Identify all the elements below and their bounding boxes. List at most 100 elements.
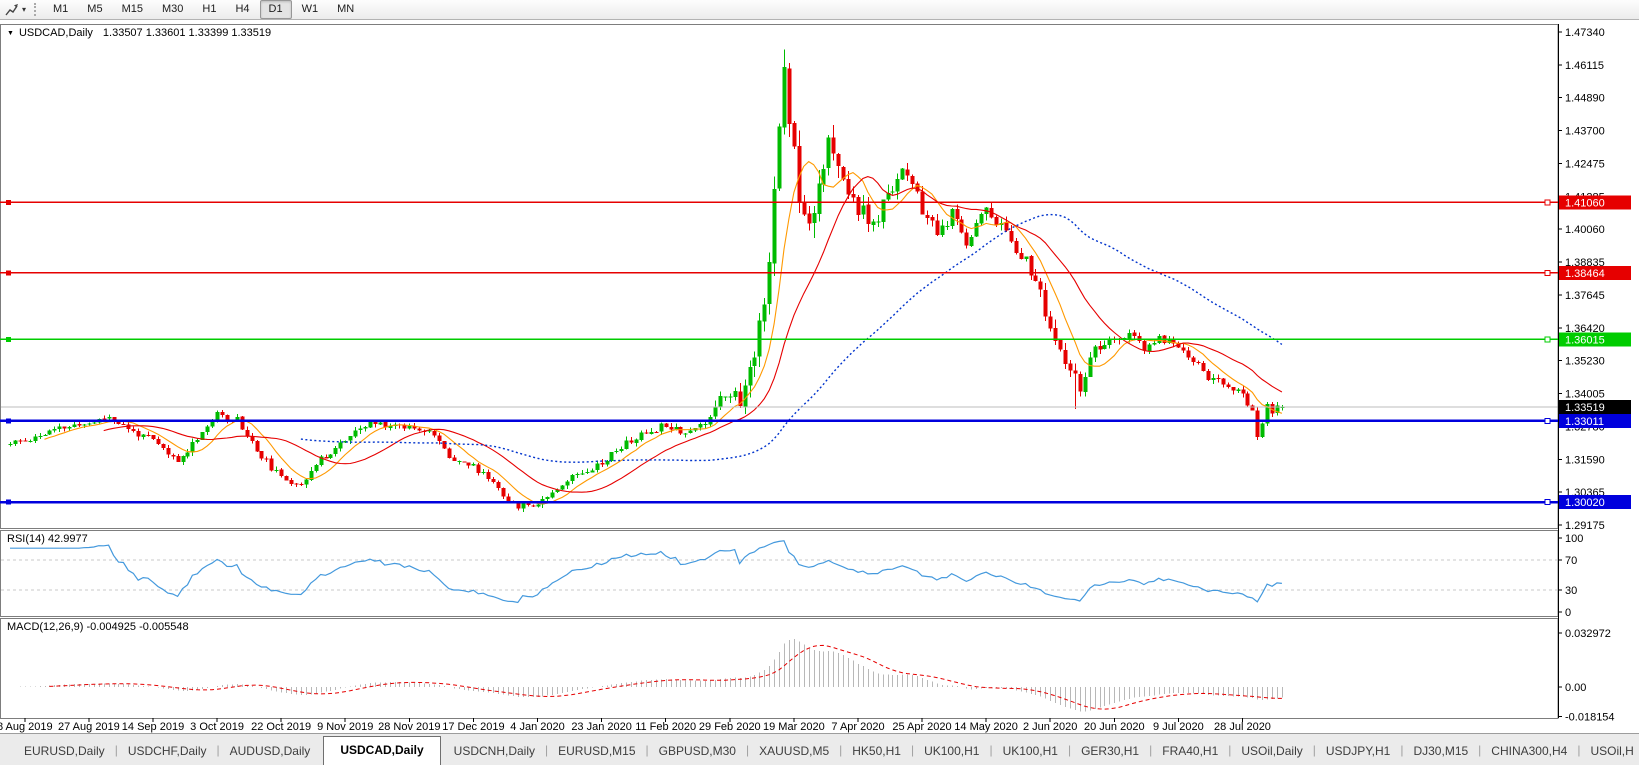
svg-text:1.36015: 1.36015	[1565, 334, 1605, 346]
level-handle-left[interactable]	[6, 499, 11, 505]
level-handle-left[interactable]	[6, 418, 11, 424]
svg-text:14 May 2020: 14 May 2020	[954, 721, 1018, 733]
ma-mid-line	[103, 176, 1283, 493]
svg-text:7 Apr 2020: 7 Apr 2020	[831, 721, 884, 733]
svg-text:17 Dec 2019: 17 Dec 2019	[442, 721, 504, 733]
timeframe-button-m15[interactable]: M15	[121, 3, 143, 15]
level-handle-right[interactable]	[1544, 269, 1551, 276]
chart-tab-usdcnh-daily[interactable]: USDCNH,Daily	[453, 744, 536, 758]
time-scale[interactable]: 8 Aug 2019 27 Aug 2019 14 Sep 2019 3 Oct 20…	[0, 718, 1271, 733]
chart-tab-fra40-h1[interactable]: FRA40,H1	[1162, 744, 1219, 758]
chart-tab-usdcad-daily[interactable]: USDCAD,Daily	[323, 736, 441, 765]
svg-text:1.33519: 1.33519	[1565, 402, 1605, 414]
svg-text:19 Mar 2020: 19 Mar 2020	[763, 721, 825, 733]
level-handle-right[interactable]	[1544, 336, 1551, 343]
chart-tab-usdjpy-h1[interactable]: USDJPY,H1	[1325, 744, 1391, 758]
timeframe-button-h4[interactable]: H4	[235, 3, 250, 15]
chart-tab-uk100-h1[interactable]: UK100,H1	[1002, 744, 1058, 758]
level-handle-left[interactable]	[6, 270, 11, 276]
macd-signal-line	[49, 644, 1282, 710]
svg-text:3 Oct 2019: 3 Oct 2019	[190, 721, 244, 733]
svg-text:28 Jul 2020: 28 Jul 2020	[1214, 721, 1271, 733]
svg-text:1.35230: 1.35230	[1565, 356, 1605, 368]
level-handle-left[interactable]	[6, 199, 11, 205]
crosshair-tool-icon[interactable]	[4, 3, 20, 17]
tab-separator: |	[645, 742, 649, 757]
level-handle-right[interactable]	[1544, 499, 1551, 506]
tab-separator: |	[839, 742, 843, 757]
tab-separator: |	[545, 742, 549, 757]
chart-tab-china300-h4[interactable]: CHINA300,H4	[1491, 744, 1568, 758]
timeframe-button-h1[interactable]: H1	[202, 3, 217, 15]
svg-text:1.38464: 1.38464	[1565, 268, 1605, 280]
svg-text:11 Feb 2020: 11 Feb 2020	[635, 721, 696, 733]
svg-text:1.41060: 1.41060	[1565, 197, 1605, 209]
tab-separator: |	[745, 742, 750, 757]
tab-separator: |	[1577, 742, 1581, 757]
timeframe-buttons: M1 M5 M15 M30 H1 H4 D1 W1 MN	[44, 0, 363, 19]
svg-text:1.42475: 1.42475	[1565, 159, 1605, 171]
tab-separator: |	[1478, 742, 1482, 757]
level-handle-right[interactable]	[1544, 417, 1551, 424]
chart-tab-usdchf-daily[interactable]: USDCHF,Daily	[127, 744, 207, 758]
chart-tab-usoil-daily[interactable]: USOil,Daily	[1241, 744, 1303, 758]
tab-separator: |	[114, 742, 118, 757]
tab-separator: |	[216, 742, 220, 757]
chart-tab-dj30-m15[interactable]: DJ30,M15	[1413, 744, 1469, 758]
timeframe-button-m5[interactable]: M5	[87, 3, 103, 15]
svg-text:30: 30	[1565, 585, 1577, 597]
svg-text:9 Nov 2019: 9 Nov 2019	[317, 721, 373, 733]
timeframe-button-d1[interactable]: D1	[259, 0, 292, 19]
timeframe-button-m30[interactable]: M30	[161, 3, 184, 15]
svg-text:22 Oct 2019: 22 Oct 2019	[251, 721, 311, 733]
timeframe-button-mn[interactable]: MN	[337, 3, 355, 15]
chart-symbol-period: USDCAD,Daily	[18, 27, 93, 39]
chart-tab-hk50-h1[interactable]: HK50,H1	[852, 744, 901, 758]
tab-separator: |	[989, 742, 993, 757]
svg-text:29 Feb 2020: 29 Feb 2020	[699, 721, 761, 733]
timeframe-button-w1[interactable]: W1	[301, 3, 319, 15]
timeframe-button-m1[interactable]: M1	[53, 3, 69, 15]
svg-text:-0.018154: -0.018154	[1565, 712, 1615, 724]
svg-text:0: 0	[1565, 607, 1571, 619]
svg-text:23 Jan 2020: 23 Jan 2020	[571, 721, 632, 733]
svg-text:70: 70	[1565, 555, 1577, 567]
chart-window: 1.473401.461151.448901.437001.424751.412…	[0, 20, 1639, 733]
ma-fast-line	[44, 160, 1283, 505]
chart-title: ▼ USDCAD,Daily 1.33507 1.33601 1.33399 1…	[7, 27, 271, 39]
level-handle-left[interactable]	[6, 336, 11, 342]
svg-text:0.032972: 0.032972	[1565, 628, 1611, 640]
svg-text:28 Nov 2019: 28 Nov 2019	[378, 721, 440, 733]
svg-text:14 Sep 2019: 14 Sep 2019	[122, 721, 184, 733]
svg-text:1.30020: 1.30020	[1565, 497, 1605, 509]
chart-tab-gbpusd-m30[interactable]: GBPUSD,M30	[658, 744, 736, 758]
chart-ohlc-readout: 1.33507 1.33601 1.33399 1.33519	[102, 27, 272, 39]
tool-dropdown-caret[interactable]: ▾	[22, 5, 27, 14]
chart-tabs: EURUSD,Daily | USDCHF,Daily | AUDUSD,Daily US…	[14, 736, 1639, 765]
chart-tab-ger30-h1[interactable]: GER30,H1	[1081, 744, 1140, 758]
svg-text:1.46115: 1.46115	[1565, 60, 1604, 72]
ma-slow-line	[300, 213, 1283, 463]
chart-tab-usoil-h[interactable]: USOil,H	[1590, 744, 1634, 758]
rsi-line	[10, 540, 1282, 604]
svg-text:1.44890: 1.44890	[1565, 93, 1605, 105]
horizontal-levels[interactable]: 1.41060 1.38464 1.36015 1.33011 1.30020	[0, 195, 1631, 510]
toolbar-grip	[34, 3, 37, 16]
chart-tab-uk100-h1[interactable]: UK100,H1	[924, 744, 980, 758]
svg-text:100: 100	[1565, 533, 1583, 545]
svg-text:2 Jun 2020: 2 Jun 2020	[1023, 721, 1077, 733]
chart-canvas[interactable]: 1.473401.461151.448901.437001.424751.412…	[0, 20, 1639, 733]
rsi-indicator-label: RSI(14) 42.9977	[7, 533, 88, 545]
price-scale[interactable]: 1.473401.461151.448901.437001.424751.412…	[1558, 24, 1615, 724]
level-handle-right[interactable]	[1544, 199, 1551, 206]
svg-text:20 Jun 2020: 20 Jun 2020	[1084, 721, 1145, 733]
tab-separator: |	[1312, 742, 1316, 757]
chart-tab-eurusd-m15[interactable]: EURUSD,M15	[558, 744, 636, 758]
chart-tab-xauusd-m5[interactable]: XAUUSD,M5	[759, 744, 830, 758]
svg-text:1.33011: 1.33011	[1565, 416, 1604, 428]
chart-tab-eurusd-daily[interactable]: EURUSD,Daily	[24, 744, 105, 758]
svg-text:25 Apr 2020: 25 Apr 2020	[892, 721, 951, 733]
chart-tab-audusd-daily[interactable]: AUDUSD,Daily	[229, 744, 311, 758]
svg-text:1.36420: 1.36420	[1565, 323, 1605, 335]
chart-dropdown-icon[interactable]: ▼	[7, 29, 14, 37]
